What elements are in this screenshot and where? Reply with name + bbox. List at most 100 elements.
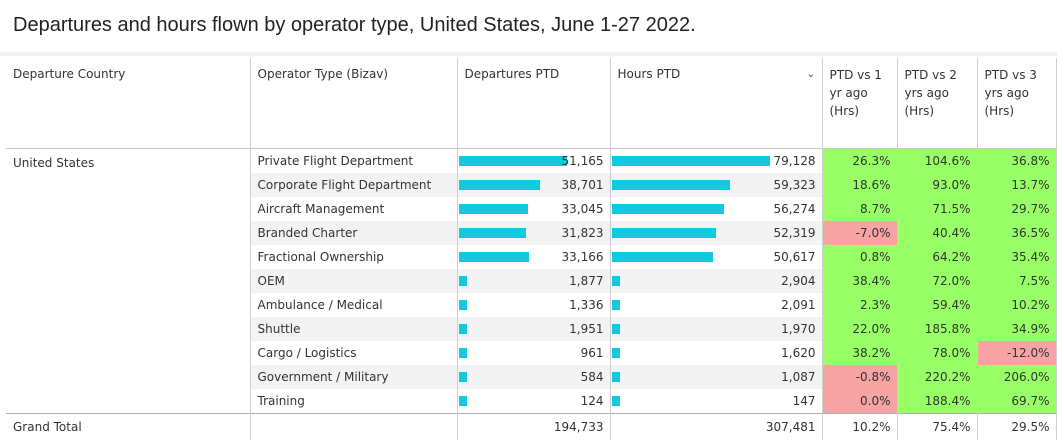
pct-cell-pct-1yr: 8.7% (822, 197, 898, 221)
hours-value: 1,087 (781, 370, 816, 384)
pct-cell-pct-3yr: 10.2% (977, 293, 1057, 317)
operator-type-cell: Cargo / Logistics (250, 341, 458, 365)
departures-value: 584 (580, 370, 604, 384)
pct-cell-pct-2yr: 78.0% (897, 341, 978, 365)
departures-value: 31,823 (561, 226, 604, 240)
header-ptd-2yr[interactable]: PTD vs 2 yrs ago (Hrs) (897, 58, 978, 149)
table-row: Ambulance / Medical 1,336 2,091 2.3% 59.4% 10… (6, 293, 1057, 317)
departures-cell: 33,045 (457, 197, 611, 221)
departures-value: 1,336 (569, 298, 604, 312)
hours-bar (611, 156, 770, 166)
table-row: Branded Charter 31,823 52,319 -7.0% 40.4% 36.… (6, 221, 1057, 245)
departures-cell: 124 (457, 389, 611, 414)
departures-bar (458, 252, 529, 262)
pct-cell-pct-2yr: 72.0% (897, 269, 978, 293)
hours-value: 56,274 (773, 202, 816, 216)
operator-type-cell: Branded Charter (250, 221, 458, 245)
pct-cell-pct-1yr: 38.2% (822, 341, 898, 365)
hours-bar (611, 252, 713, 262)
hours-cell: 50,617 (610, 245, 823, 269)
header-operator-type[interactable]: Operator Type (Bizav) (250, 58, 458, 149)
hours-value: 147 (792, 394, 816, 408)
page-title: Departures and hours flown by operator t… (13, 14, 696, 36)
departures-cell: 31,823 (457, 221, 611, 245)
header-ptd-3yr[interactable]: PTD vs 3 yrs ago (Hrs) (977, 58, 1057, 149)
hours-bar (611, 372, 620, 382)
departures-cell: 1,877 (457, 269, 611, 293)
pct-cell-pct-3yr: 29.7% (977, 197, 1057, 221)
header-hours-ptd[interactable]: Hours PTD ⌄ (610, 58, 823, 149)
table-row: Fractional Ownership 33,166 50,617 0.8% 64.2… (6, 245, 1057, 269)
header-hours-label: Hours PTD (617, 67, 681, 81)
hours-bar (611, 300, 620, 310)
pct-cell-pct-3yr: 69.7% (977, 389, 1057, 414)
grand-total-pct-3yr: 29.5% (977, 413, 1057, 440)
pct-cell-pct-2yr: 40.4% (897, 221, 978, 245)
pct-cell-pct-3yr: 13.7% (977, 173, 1057, 197)
pct-cell-pct-3yr: -12.0% (977, 341, 1057, 365)
data-table: Departure Country Operator Type (Bizav) … (6, 58, 1057, 440)
departures-cell: 961 (457, 341, 611, 365)
departures-bar (458, 180, 541, 190)
hours-value: 1,620 (781, 346, 816, 360)
operator-type-cell: Government / Military (250, 365, 458, 389)
departures-value: 33,166 (561, 250, 604, 264)
operator-type-cell: Fractional Ownership (250, 245, 458, 269)
departures-value: 51,165 (561, 154, 604, 168)
pct-cell-pct-3yr: 34.9% (977, 317, 1057, 341)
departures-value: 124 (580, 394, 604, 408)
hours-cell: 147 (610, 389, 823, 414)
departures-bar (458, 204, 529, 214)
pct-cell-pct-1yr: 38.4% (822, 269, 898, 293)
hours-value: 79,128 (773, 154, 816, 168)
operator-type-cell: Aircraft Management (250, 197, 458, 221)
hours-value: 2,091 (781, 298, 816, 312)
divider (0, 52, 1057, 56)
departures-value: 38,701 (561, 178, 604, 192)
hours-cell: 1,620 (610, 341, 823, 365)
hours-cell: 52,319 (610, 221, 823, 245)
hours-value: 52,319 (773, 226, 816, 240)
grand-total-row: Grand Total 194,733 307,481 10.2% 75.4% … (6, 413, 1057, 440)
hours-bar (611, 348, 620, 358)
hours-bar (611, 228, 716, 238)
departures-cell: 33,166 (457, 245, 611, 269)
table-row: Training 124 147 0.0% 188.4% 69.7% (6, 389, 1057, 414)
departures-bar (458, 276, 467, 286)
hours-cell: 1,087 (610, 365, 823, 389)
departures-bar (458, 324, 467, 334)
departures-bar (458, 396, 467, 406)
chevron-down-icon[interactable]: ⌄ (806, 67, 816, 80)
operator-type-cell: Corporate Flight Department (250, 173, 458, 197)
pct-cell-pct-3yr: 36.5% (977, 221, 1057, 245)
departures-bar (458, 156, 567, 166)
table-row: Cargo / Logistics 961 1,620 38.2% 78.0% -12.0… (6, 341, 1057, 365)
pct-cell-pct-1yr: 18.6% (822, 173, 898, 197)
pct-cell-pct-3yr: 36.8% (977, 148, 1057, 173)
departures-cell: 51,165 (457, 148, 611, 173)
header-departures-ptd[interactable]: Departures PTD (457, 58, 611, 149)
header-departure-country[interactable]: Departure Country (6, 58, 251, 149)
grand-total-blank (250, 413, 458, 440)
grand-total-pct-2yr: 75.4% (897, 413, 978, 440)
pct-cell-pct-3yr: 206.0% (977, 365, 1057, 389)
hours-bar (611, 396, 620, 406)
pct-cell-pct-2yr: 104.6% (897, 148, 978, 173)
hours-bar (611, 204, 724, 214)
departures-value: 1,877 (569, 274, 604, 288)
hours-cell: 2,904 (610, 269, 823, 293)
operator-type-cell: Ambulance / Medical (250, 293, 458, 317)
hours-cell: 59,323 (610, 173, 823, 197)
pct-cell-pct-3yr: 7.5% (977, 269, 1057, 293)
hours-cell: 56,274 (610, 197, 823, 221)
operator-type-cell: Private Flight Department (250, 148, 458, 173)
departures-cell: 38,701 (457, 173, 611, 197)
departures-cell: 1,336 (457, 293, 611, 317)
pct-cell-pct-2yr: 93.0% (897, 173, 978, 197)
table-row: Aircraft Management 33,045 56,274 8.7% 71.5%… (6, 197, 1057, 221)
header-ptd-1yr[interactable]: PTD vs 1 yr ago (Hrs) (822, 58, 898, 149)
pct-cell-pct-2yr: 59.4% (897, 293, 978, 317)
departures-bar (458, 348, 467, 358)
grand-total-hours: 307,481 (610, 413, 823, 440)
pct-cell-pct-1yr: 26.3% (822, 148, 898, 173)
